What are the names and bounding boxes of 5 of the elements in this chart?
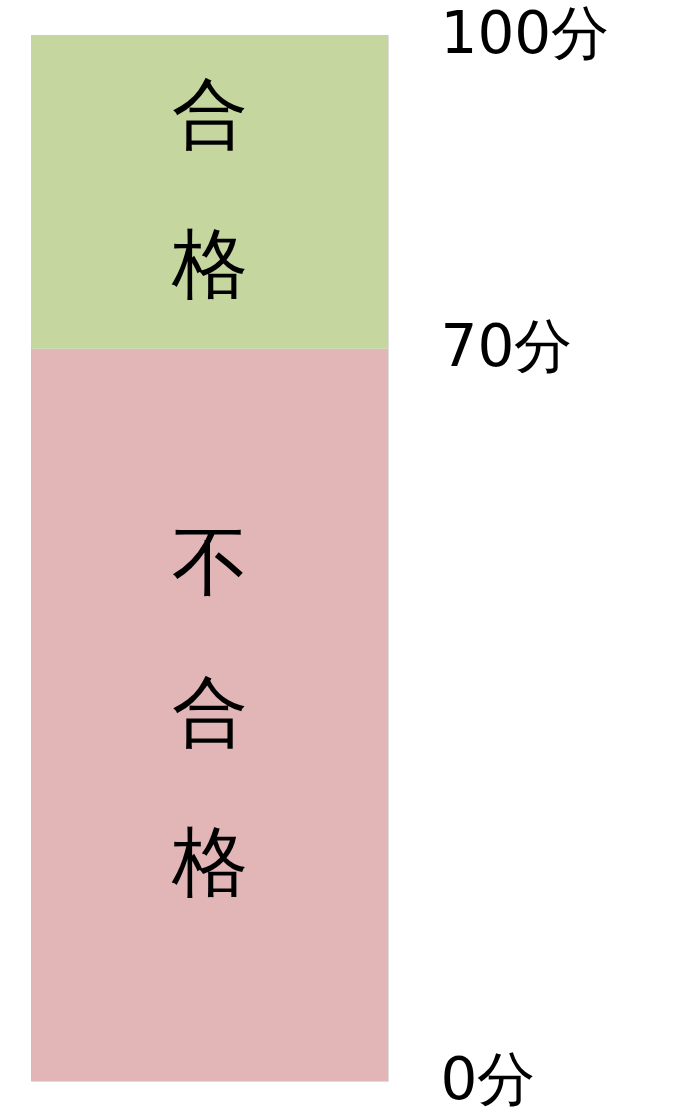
series-label: 不合格	[170, 516, 248, 906]
series-label: 合格	[170, 68, 248, 308]
y-tick-label: 70分	[440, 312, 573, 381]
y-tick-label: 0分	[440, 1044, 536, 1113]
y-tick-label: 100分	[440, 0, 610, 67]
